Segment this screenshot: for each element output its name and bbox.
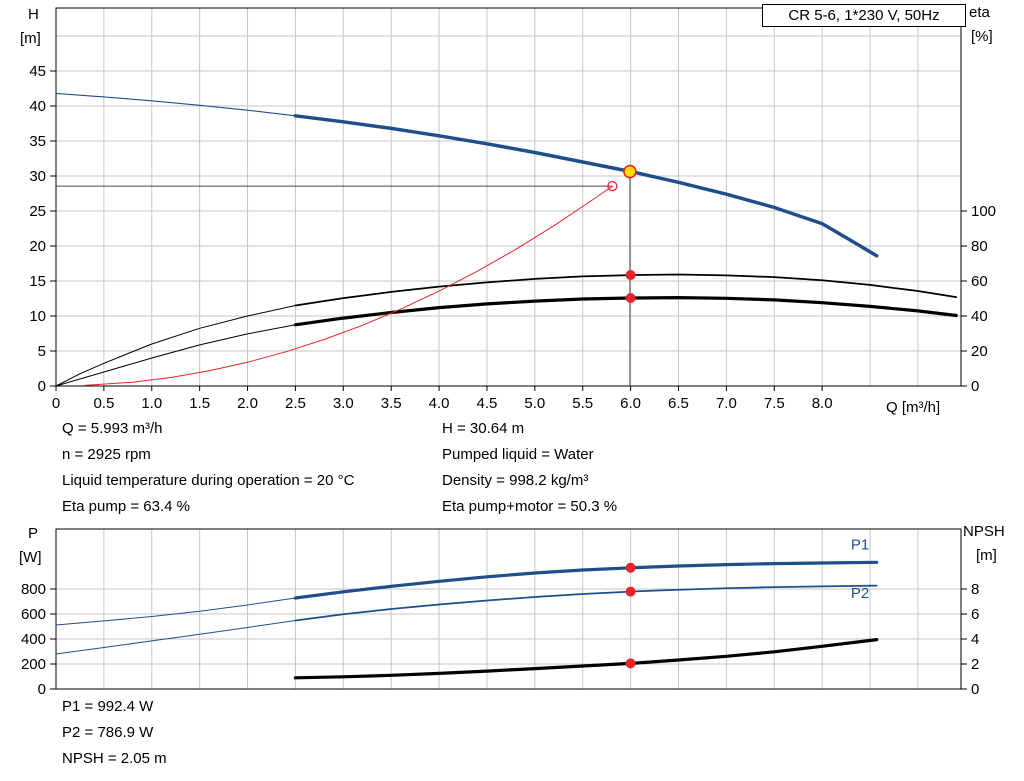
tick-label-y-left: 10 <box>29 308 46 325</box>
p2-curve-leadin <box>55 620 296 655</box>
eta-pump-motor-curve-leadin <box>55 324 296 387</box>
power-annotations: P1 = 992.4 W P2 = 786.9 W NPSH = 2.05 m <box>62 694 167 772</box>
duty-annotations-right: H = 30.64 m Pumped liquid = Water Densit… <box>442 416 617 520</box>
tick-label-y-left: 30 <box>29 168 46 185</box>
tick-label-y-left: 5 <box>38 343 46 360</box>
tick-label-x: 5.0 <box>524 395 545 412</box>
tick-label-y-right: 40 <box>971 308 988 325</box>
annotation-npsh: NPSH = 2.05 m <box>62 750 167 767</box>
tick-label-x: 3.0 <box>333 395 354 412</box>
annotation-p1: P1 = 992.4 W <box>62 698 154 715</box>
system-curve <box>84 185 613 386</box>
head-curve <box>293 114 879 258</box>
annotation-density: Density = 998.2 kg/m³ <box>442 472 589 489</box>
p1-curve-leadin <box>55 597 296 626</box>
annotation-eta-pump: Eta pump = 63.4 % <box>62 498 190 515</box>
annotation-eta-pump-motor: Eta pump+motor = 50.3 % <box>442 498 618 515</box>
tick-label-x: 8.0 <box>812 395 833 412</box>
npsh-curve <box>293 637 879 680</box>
tick-label-x: 7.5 <box>764 395 785 412</box>
npsh-duty-point <box>625 658 636 669</box>
tick-label-y-left: 0 <box>38 378 46 395</box>
tick-label-x: 3.5 <box>381 395 402 412</box>
tick-label-y-left: 15 <box>29 273 46 290</box>
tick-label-y-right: 60 <box>971 273 988 290</box>
pump-type-label: CR 5-6, 1*230 V, 50Hz <box>762 4 966 27</box>
p2-curve <box>294 584 878 622</box>
annotation-temperature: Liquid temperature during operation = 20… <box>62 472 355 489</box>
tick-label-y-left: 400 <box>21 631 46 648</box>
head-curve-leadin <box>55 92 296 117</box>
p-axis-label: P <box>28 525 39 542</box>
eta-axis-unit: [%] <box>971 28 993 45</box>
tick-label-y-left: 35 <box>29 133 46 150</box>
p-axis-unit: [W] <box>19 549 42 566</box>
tick-label-y-left: 0 <box>38 681 46 698</box>
tick-label-x: 7.0 <box>716 395 737 412</box>
tick-label-x: 6.0 <box>620 395 641 412</box>
p2-curve-label: P2 <box>851 585 869 602</box>
tick-label-y-left: 200 <box>21 656 46 673</box>
tick-label-x: 0.5 <box>93 395 114 412</box>
tick-label-y-right: 100 <box>971 203 996 220</box>
p1-curve <box>293 560 879 600</box>
annotation-head: H = 30.64 m <box>442 420 525 437</box>
tick-label-x: 0 <box>52 395 60 412</box>
eta-pump-motor-curve <box>293 296 958 327</box>
eta-pump-curve <box>294 273 958 307</box>
tick-label-y-right: 4 <box>971 631 979 648</box>
eta-pump-duty-point <box>625 270 636 281</box>
annotation-speed: n = 2925 rpm <box>62 446 151 463</box>
annotation-q: Q = 5.993 m³/h <box>62 420 163 437</box>
tick-label-y-right: 2 <box>971 656 979 673</box>
tick-label-x: 4.5 <box>477 395 498 412</box>
h-axis-unit: [m] <box>20 30 41 47</box>
p1-duty-point <box>625 562 636 573</box>
tick-label-x: 6.5 <box>668 395 689 412</box>
tick-label-x: 1.5 <box>189 395 210 412</box>
annotation-p2: P2 = 786.9 W <box>62 724 154 741</box>
p2-duty-point <box>625 586 636 597</box>
tick-label-y-left: 600 <box>21 606 46 623</box>
eta-pump-curve-leadin <box>55 305 296 387</box>
tick-label-y-right: 0 <box>971 681 979 698</box>
tick-label-x: 2.5 <box>285 395 306 412</box>
tick-label-y-left: 800 <box>21 581 46 598</box>
tick-label-y-left: 20 <box>29 238 46 255</box>
tick-label-y-right: 8 <box>971 581 979 598</box>
tick-label-y-left: 45 <box>29 63 46 80</box>
npsh-axis-label: NPSH <box>963 523 1005 540</box>
tick-label-y-right: 0 <box>971 378 979 395</box>
h-axis-label: H <box>28 6 39 23</box>
annotation-liquid: Pumped liquid = Water <box>442 446 594 463</box>
plot-border <box>55 7 962 387</box>
duty-annotations-left: Q = 5.993 m³/h n = 2925 rpm Liquid tempe… <box>62 416 354 520</box>
eta-axis-label: eta <box>969 4 990 21</box>
requested-duty-point <box>607 180 618 192</box>
tick-label-y-left: 40 <box>29 98 46 115</box>
tick-label-x: 2.0 <box>237 395 258 412</box>
plot-border <box>55 528 962 690</box>
rated-duty-point <box>623 164 637 179</box>
tick-label-y-right: 20 <box>971 343 988 360</box>
tick-label-x: 5.5 <box>572 395 593 412</box>
tick-label-y-left: 25 <box>29 203 46 220</box>
eta-pump-motor-duty-point <box>625 292 636 303</box>
tick-label-y-right: 6 <box>971 606 979 623</box>
tick-label-y-right: 80 <box>971 238 988 255</box>
tick-label-x: 4.0 <box>429 395 450 412</box>
npsh-axis-unit: [m] <box>976 547 997 564</box>
p1-curve-label: P1 <box>851 537 869 554</box>
tick-label-x: 1.0 <box>141 395 162 412</box>
q-axis-unit: Q [m³/h] <box>886 399 941 416</box>
